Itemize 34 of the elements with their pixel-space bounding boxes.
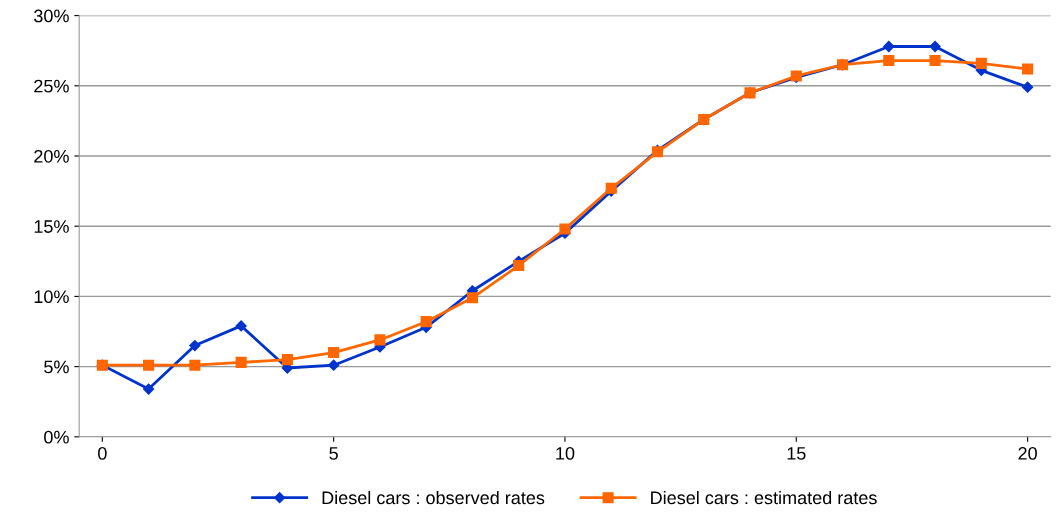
- point: [143, 359, 155, 371]
- point: [235, 320, 247, 332]
- x-tick-label: 20: [1018, 447, 1037, 460]
- x-tick-label: 15: [787, 447, 806, 460]
- point: [883, 54, 895, 67]
- y-tick-label: 20%: [34, 149, 69, 163]
- x-tick-label: 5: [329, 447, 338, 460]
- point: [328, 347, 340, 359]
- point: [189, 359, 201, 371]
- point: [142, 383, 155, 395]
- x-tick-label: 10: [556, 447, 575, 460]
- y-tick-label: 25%: [34, 79, 69, 93]
- legend-label: Diesel cars : estimated rates: [651, 490, 877, 505]
- point: [235, 356, 247, 368]
- y-tick-label: 30%: [34, 9, 69, 23]
- point: [1022, 63, 1034, 75]
- point: [189, 339, 201, 352]
- point: [929, 40, 941, 53]
- point: [328, 359, 340, 371]
- point: [929, 54, 941, 67]
- point: [513, 259, 525, 272]
- point: [281, 354, 293, 366]
- x-tick-label: 0: [98, 447, 107, 460]
- point: [559, 223, 571, 235]
- point: [374, 334, 386, 346]
- point: [1021, 81, 1034, 93]
- y-tick-label: 5%: [44, 360, 69, 374]
- point: [466, 292, 478, 304]
- y-tick-label: 10%: [34, 290, 69, 304]
- y-tick-label: 15%: [34, 220, 69, 233]
- point: [420, 316, 432, 328]
- point: [975, 57, 987, 69]
- y-tick-label: 0%: [44, 430, 69, 444]
- legend-label: Diesel cars : observed rates: [322, 490, 545, 505]
